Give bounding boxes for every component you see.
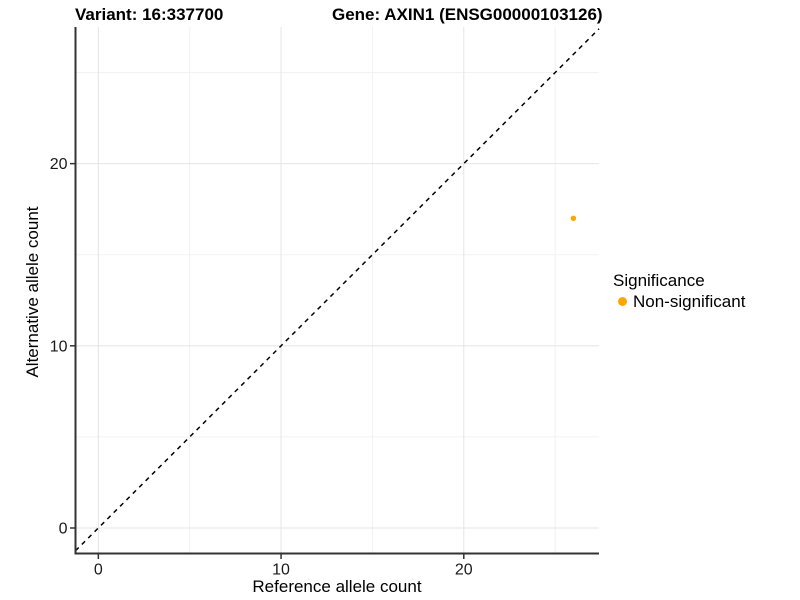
legend: Significance Non-significant <box>613 270 745 312</box>
legend-item-label: Non-significant <box>633 291 746 311</box>
legend-item-non-significant: Non-significant <box>613 291 745 312</box>
data-point <box>570 215 577 221</box>
legend-dot-icon <box>618 297 627 306</box>
legend-title: Significance <box>613 271 705 290</box>
identity-line <box>74 28 600 552</box>
plot-title-gene: Gene: AXIN1 (ENSG00000103126) <box>332 5 603 24</box>
y-axis-title: Alternative allele count <box>23 206 42 378</box>
y-tick-label: 0 <box>59 520 68 537</box>
x-tick-label: 20 <box>455 562 473 579</box>
x-tick-label: 10 <box>272 562 290 579</box>
y-tick-label: 20 <box>50 156 68 173</box>
x-axis-title: Reference allele count <box>252 577 422 596</box>
x-tick-label: 0 <box>94 562 103 579</box>
y-tick-label: 10 <box>50 338 68 355</box>
plot-title-variant: Variant: 16:337700 <box>75 5 224 24</box>
